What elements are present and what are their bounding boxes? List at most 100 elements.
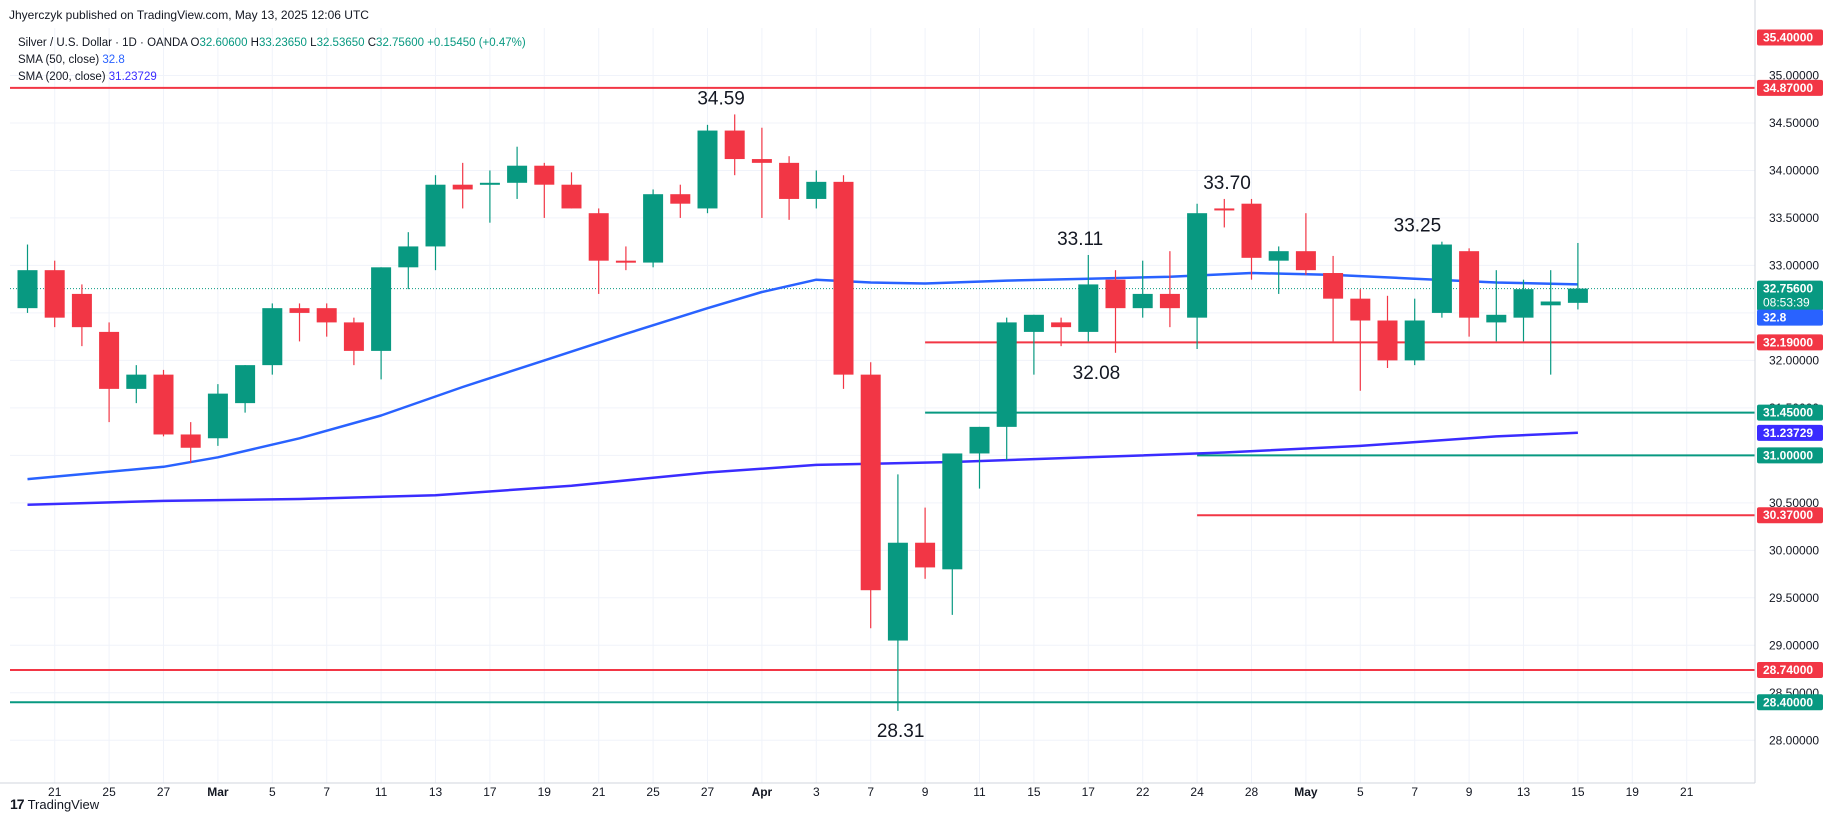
x-tick-label: Mar [207, 785, 229, 799]
x-tick-label: 21 [48, 785, 62, 799]
candle-body [1214, 208, 1235, 211]
x-tick-label: Apr [752, 785, 773, 799]
x-tick-label: May [1294, 785, 1318, 799]
x-tick-label: 21 [1680, 785, 1694, 799]
brand-label: TradingView [27, 796, 100, 812]
x-tick-label: 17 [1082, 785, 1096, 799]
candle-body [1540, 301, 1561, 306]
x-tick-label: 5 [269, 785, 276, 799]
price-annotation: 33.11 [1057, 229, 1103, 250]
x-tick-label: 21 [592, 785, 606, 799]
price-annotation: 28.31 [877, 721, 925, 742]
x-tick-label: 9 [1466, 785, 1473, 799]
legend-open-label: O [190, 37, 200, 49]
x-tick-label: 7 [867, 785, 874, 799]
x-tick-label: 27 [701, 785, 715, 799]
candle-body [1105, 279, 1126, 309]
x-tick-label: 11 [973, 785, 986, 799]
x-tick-label: 11 [375, 785, 388, 799]
price-badge-label: 31.00000 [1763, 448, 1813, 462]
legend-sma200-label: SMA (200, close) [18, 71, 106, 83]
x-tick-label: 25 [646, 785, 660, 799]
y-tick-label: 30.00000 [1769, 543, 1819, 557]
publisher-text: Jhyerczyk published on TradingView.com, … [9, 8, 369, 22]
candle-body [1295, 251, 1316, 271]
time-axis[interactable]: 21 25 27 Mar 5 7 11 13 17 19 21 25 27 Apr 3 7 9 11 15 17 22 2… [0, 782, 1755, 799]
candle-body [534, 165, 555, 185]
tradingview-logo-icon: 17 [10, 796, 25, 812]
x-tick-label: 22 [1136, 785, 1150, 799]
x-tick-label: 15 [1027, 785, 1041, 799]
candle-body [1431, 244, 1452, 313]
candle-body [289, 308, 310, 313]
horizontal-levels [10, 86, 1755, 704]
x-tick-label: 19 [1626, 785, 1640, 799]
legend-ohlc-row: Silver / U.S. Dollar · 1D · OANDA O32.60… [18, 35, 526, 52]
candle-body [1187, 213, 1208, 318]
price-badge-label: 28.74000 [1763, 663, 1813, 677]
candle-body [615, 260, 636, 263]
price-badge-label: 32.8 [1763, 311, 1787, 325]
price-badge [1757, 507, 1823, 524]
price-axis[interactable]: 28.0000028.5000029.0000029.5000030.00000… [1754, 0, 1823, 783]
candle-body [996, 322, 1017, 427]
price-annotations: 34.59 33.11 32.08 33.70 33.25 28.31 [697, 88, 1441, 741]
candle-body [915, 542, 936, 568]
x-tick-label: 17 [483, 785, 497, 799]
candle-body [425, 184, 446, 247]
sma50-line [27, 271, 1578, 481]
chart-grid [10, 28, 1755, 783]
price-badge-label: 28.40000 [1763, 695, 1813, 709]
y-tick-label: 30.50000 [1769, 496, 1819, 510]
candle-body [452, 184, 473, 190]
price-badge-label: 30.37000 [1763, 508, 1813, 522]
candle-body [207, 393, 228, 439]
candle-body [1159, 293, 1180, 309]
candle-body [398, 246, 419, 268]
candle-body [343, 322, 364, 351]
candle-body [942, 453, 963, 570]
candle-body [1078, 284, 1099, 332]
price-badge [1757, 79, 1823, 96]
candle-body [751, 159, 772, 163]
candle-body [1459, 251, 1480, 318]
candle-body [1023, 314, 1044, 332]
candle-body [126, 374, 147, 389]
candle-body [643, 194, 664, 263]
x-tick-label: 7 [1411, 785, 1418, 799]
legend-sma50-label: SMA (50, close) [18, 54, 100, 66]
candle-body [1268, 251, 1289, 261]
price-badge [1757, 661, 1823, 678]
candle-body [99, 331, 120, 389]
candle-body [1323, 273, 1344, 299]
legend-high-label: H [250, 37, 259, 49]
legend-low: 32.53650 [316, 37, 365, 49]
price-badge [1757, 424, 1823, 441]
candle-body [860, 374, 881, 591]
x-tick-label: 15 [1571, 785, 1585, 799]
price-badge-label: 32.19000 [1763, 335, 1813, 349]
candle-body [697, 130, 718, 209]
y-tick-label: 33.50000 [1769, 211, 1819, 225]
x-tick-label: 9 [922, 785, 929, 799]
candle-body [1567, 288, 1588, 303]
legend-close-label: C [367, 37, 377, 49]
candle-body [507, 165, 528, 183]
x-tick-label: 3 [813, 785, 820, 799]
y-tick-label: 32.00000 [1769, 353, 1819, 367]
legend-sma50-row[interactable]: SMA (50, close) 32.8 [18, 52, 526, 69]
x-tick-label: 28 [1245, 785, 1259, 799]
candlesticks [17, 114, 1588, 711]
price-badge [1757, 447, 1823, 464]
legend-open: 32.60600 [199, 37, 248, 49]
legend-symbol: Silver / U.S. Dollar · 1D · OANDA [18, 37, 188, 49]
legend-sma200-row[interactable]: SMA (200, close) 31.23729 [18, 69, 526, 86]
candle-body [1513, 289, 1534, 318]
y-tick-label: 29.00000 [1769, 638, 1819, 652]
price-annotation: 33.70 [1203, 173, 1251, 194]
candle-body [724, 130, 745, 160]
legend-close: 32.75600 [376, 37, 425, 49]
y-tick-label: 35.00000 [1769, 68, 1819, 82]
tradingview-brand[interactable]: 17 TradingView [10, 796, 99, 812]
